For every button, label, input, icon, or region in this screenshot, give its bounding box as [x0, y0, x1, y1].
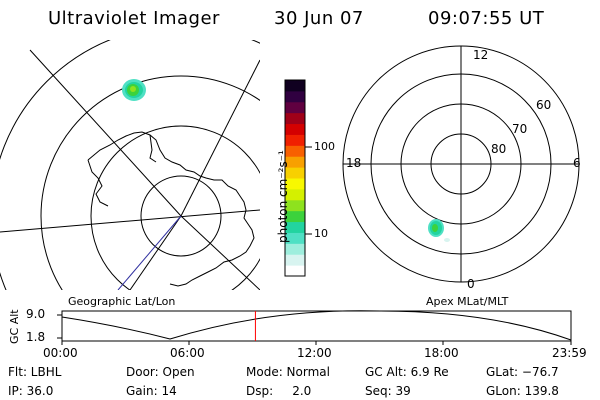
mlt-label-6: 6 [573, 156, 581, 170]
colorbar-cell [285, 243, 305, 255]
colorbar-cell [285, 199, 305, 212]
colorbar-cell [285, 167, 305, 179]
altitude-ytick-9: 9.0 [26, 307, 46, 321]
colorbar-cell [285, 232, 305, 244]
mlat-label-80: 80 [491, 142, 507, 156]
status-mode: Mode: Normal [246, 365, 330, 379]
colorbar-cell [285, 265, 305, 277]
geographic-map [0, 40, 260, 290]
meridian-line [129, 215, 182, 290]
mlt-label-12: 12 [473, 48, 489, 62]
meridian-line [180, 59, 260, 217]
colorbar-tick-10: 10 [314, 227, 328, 240]
altitude-panel [57, 310, 572, 345]
altitude-xtick-0000: 00:00 [43, 346, 78, 360]
altitude-curve [61, 310, 572, 341]
coastline-inlet [149, 134, 157, 163]
mlt-label-0: 0 [467, 277, 475, 291]
status-door: Door: Open [126, 365, 195, 379]
aurora-patch-right [428, 219, 450, 242]
colorbar-cell [285, 101, 305, 114]
altitude-xtick-1200: 12:00 [297, 346, 332, 360]
date-label: 30 Jun 07 [274, 8, 364, 29]
meridian-line [0, 209, 260, 233]
colorbar-cell [285, 156, 305, 168]
colorbar-cell [285, 90, 305, 103]
status-glon: GLon: 139.8 [486, 384, 559, 398]
mlat-label-60: 60 [536, 98, 552, 112]
colorbar-cell [285, 134, 305, 146]
colorbar-cell [285, 188, 305, 201]
color-bar-frame [284, 79, 306, 277]
apex-polar-plot [342, 45, 580, 283]
status-gc-alt: GC Alt: 6.9 Re [365, 365, 449, 379]
status-seq: Seq: 39 [365, 384, 411, 398]
apex-map-label: Apex MLat/MLT [426, 295, 509, 308]
aurora-patch-left [122, 79, 146, 101]
colorbar-cell [285, 80, 305, 92]
meridian-line [29, 49, 182, 217]
lat-circle-inner [140, 175, 222, 257]
coastline-peninsula [87, 159, 109, 207]
status-dsp: Dsp: 2.0 [246, 384, 312, 398]
colorbar-cell [285, 221, 305, 233]
colorbar-unit-label: photon cm⁻²s⁻¹ [276, 150, 290, 243]
terminator-line [117, 215, 182, 290]
time-label: 09:07:55 UT [428, 8, 545, 29]
lat-circle-mid [90, 125, 260, 290]
colorbar-cell [285, 112, 305, 125]
mlt-label-18: 18 [346, 156, 362, 170]
geographic-map-label: Geographic Lat/Lon [68, 295, 176, 308]
mlat-label-70: 70 [512, 122, 528, 136]
color-bar [284, 79, 312, 277]
coastline [87, 131, 255, 287]
status-glat: GLat: −76.7 [486, 365, 559, 379]
colorbar-cell [285, 254, 305, 266]
meridian-line [180, 215, 260, 290]
status-ip: IP: 36.0 [8, 384, 54, 398]
status-gain: Gain: 14 [126, 384, 177, 398]
status-flt: Flt: LBHL [8, 365, 62, 379]
lat-circle-edge [0, 40, 260, 290]
altitude-ytick-1-8: 1.8 [26, 330, 46, 344]
altitude-frame [61, 310, 572, 342]
altitude-ylabel: GC Alt [8, 309, 21, 344]
altitude-xtick-0600: 06:00 [170, 346, 205, 360]
colorbar-cell [285, 210, 305, 223]
colorbar-cell [285, 123, 305, 135]
altitude-xtick-1800: 18:00 [424, 346, 459, 360]
colorbar-cell [285, 145, 305, 157]
colorbar-tick-100: 100 [314, 140, 335, 153]
colorbar-cell [285, 178, 305, 190]
lat-circle-outer [40, 75, 260, 290]
altitude-xtick-2359: 23:59 [552, 346, 587, 360]
instrument-title: Ultraviolet Imager [48, 8, 220, 29]
